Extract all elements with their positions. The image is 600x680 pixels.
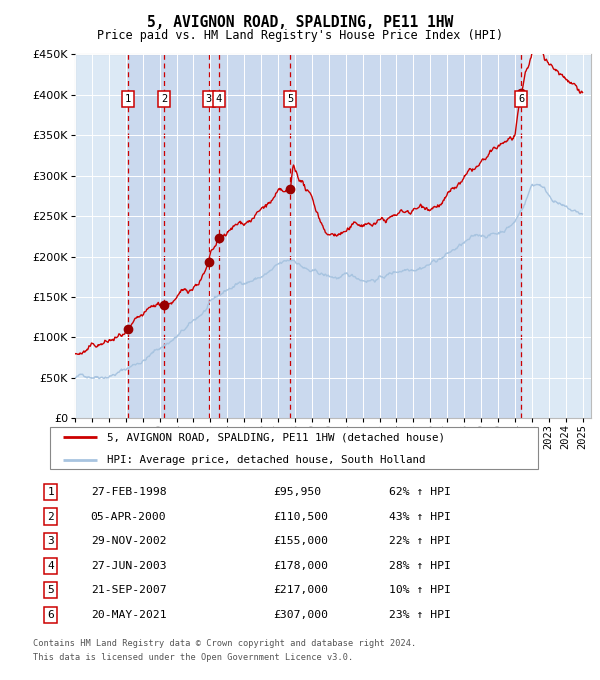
Text: 28% ↑ HPI: 28% ↑ HPI: [389, 561, 451, 571]
Text: Contains HM Land Registry data © Crown copyright and database right 2024.: Contains HM Land Registry data © Crown c…: [33, 639, 416, 648]
Text: 2: 2: [161, 94, 167, 104]
Text: 05-APR-2000: 05-APR-2000: [91, 511, 166, 522]
Text: 3: 3: [206, 94, 212, 104]
Text: 21-SEP-2007: 21-SEP-2007: [91, 585, 166, 595]
Text: £178,000: £178,000: [273, 561, 328, 571]
Text: 29-NOV-2002: 29-NOV-2002: [91, 536, 166, 546]
Text: £307,000: £307,000: [273, 610, 328, 620]
Text: 22% ↑ HPI: 22% ↑ HPI: [389, 536, 451, 546]
Text: 5, AVIGNON ROAD, SPALDING, PE11 1HW (detached house): 5, AVIGNON ROAD, SPALDING, PE11 1HW (det…: [107, 432, 445, 443]
Text: 1: 1: [125, 94, 131, 104]
Text: 1: 1: [47, 487, 55, 497]
Text: 23% ↑ HPI: 23% ↑ HPI: [389, 610, 451, 620]
Text: 4: 4: [215, 94, 222, 104]
Text: £95,950: £95,950: [273, 487, 321, 497]
Text: 10% ↑ HPI: 10% ↑ HPI: [389, 585, 451, 595]
Bar: [128, 54, 164, 418]
Bar: [218, 54, 290, 418]
Text: 27-FEB-1998: 27-FEB-1998: [91, 487, 166, 497]
Text: 6: 6: [47, 610, 55, 620]
Text: 6: 6: [518, 94, 524, 104]
Text: Price paid vs. HM Land Registry's House Price Index (HPI): Price paid vs. HM Land Registry's House …: [97, 29, 503, 42]
Text: 43% ↑ HPI: 43% ↑ HPI: [389, 511, 451, 522]
FancyBboxPatch shape: [50, 427, 538, 469]
Text: HPI: Average price, detached house, South Holland: HPI: Average price, detached house, Sout…: [107, 455, 425, 464]
Text: 2: 2: [47, 511, 55, 522]
Bar: [209, 54, 218, 418]
Text: 5: 5: [287, 94, 293, 104]
Text: £155,000: £155,000: [273, 536, 328, 546]
Text: £110,500: £110,500: [273, 511, 328, 522]
Text: 4: 4: [47, 561, 55, 571]
Text: 5: 5: [47, 585, 55, 595]
Text: 20-MAY-2021: 20-MAY-2021: [91, 610, 166, 620]
Bar: [290, 54, 521, 418]
Text: 62% ↑ HPI: 62% ↑ HPI: [389, 487, 451, 497]
Text: 27-JUN-2003: 27-JUN-2003: [91, 561, 166, 571]
Text: 5, AVIGNON ROAD, SPALDING, PE11 1HW: 5, AVIGNON ROAD, SPALDING, PE11 1HW: [147, 15, 453, 30]
Text: This data is licensed under the Open Government Licence v3.0.: This data is licensed under the Open Gov…: [33, 653, 353, 662]
Bar: [164, 54, 209, 418]
Text: £217,000: £217,000: [273, 585, 328, 595]
Text: 3: 3: [47, 536, 55, 546]
